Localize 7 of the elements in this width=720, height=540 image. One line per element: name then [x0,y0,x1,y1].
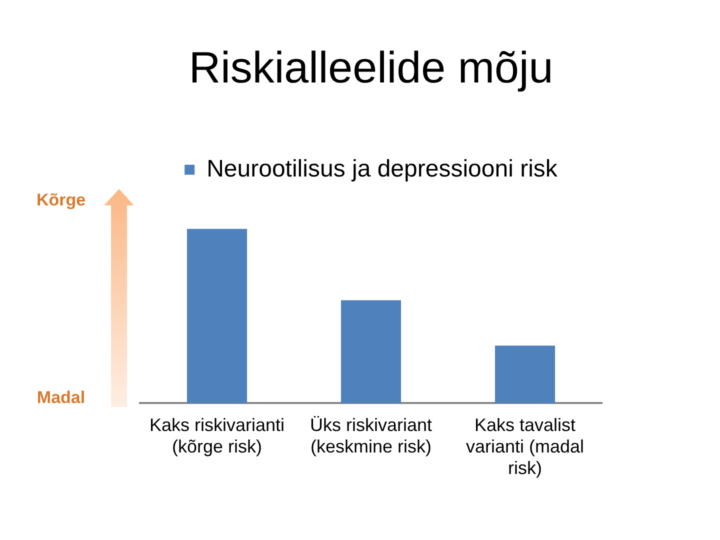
x-tick-label: Kaks riskivarianti (kõrge risk) [149,414,285,457]
chart-title: Riskialleelide mõju [188,44,554,93]
text: Kõrge [36,190,86,210]
x-tick-label: Üks riskivariant (keskmine risk) [310,414,432,457]
x-tick-label: Kaks tavalist varianti (madal risk) [466,414,584,478]
legend-label: Neurootilisus ja depressiooni risk [206,155,558,182]
text: Madal [36,388,86,407]
